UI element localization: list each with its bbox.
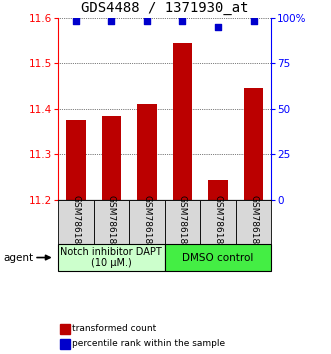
Bar <box>60 339 70 349</box>
Text: GSM786183: GSM786183 <box>107 195 116 250</box>
Text: GSM786184: GSM786184 <box>142 195 151 250</box>
Text: GSM786185: GSM786185 <box>178 195 187 250</box>
Bar <box>173 43 192 200</box>
Bar <box>58 244 165 271</box>
Title: GDS4488 / 1371930_at: GDS4488 / 1371930_at <box>81 1 249 15</box>
Text: GSM786186: GSM786186 <box>213 195 222 250</box>
Bar <box>236 200 271 244</box>
Point <box>109 18 114 24</box>
Point <box>73 18 78 24</box>
Point <box>215 24 221 30</box>
Bar <box>93 200 129 244</box>
Bar <box>102 116 121 200</box>
Bar <box>129 200 165 244</box>
Text: percentile rank within the sample: percentile rank within the sample <box>72 339 225 348</box>
Bar <box>137 104 157 200</box>
Text: Notch inhibitor DAPT
(10 μM.): Notch inhibitor DAPT (10 μM.) <box>61 247 162 268</box>
Text: DMSO control: DMSO control <box>182 252 254 263</box>
Text: GSM786187: GSM786187 <box>249 195 258 250</box>
Bar <box>58 200 93 244</box>
Bar <box>60 324 70 334</box>
Point <box>251 18 256 24</box>
Bar <box>165 244 271 271</box>
Bar <box>244 88 263 200</box>
Text: agent: agent <box>3 252 33 263</box>
Point <box>144 18 150 24</box>
Bar <box>66 120 85 200</box>
Bar <box>200 200 236 244</box>
Bar <box>208 179 228 200</box>
Text: GSM786182: GSM786182 <box>71 195 80 250</box>
Text: transformed count: transformed count <box>72 324 156 333</box>
Point <box>180 18 185 24</box>
Bar <box>165 200 200 244</box>
